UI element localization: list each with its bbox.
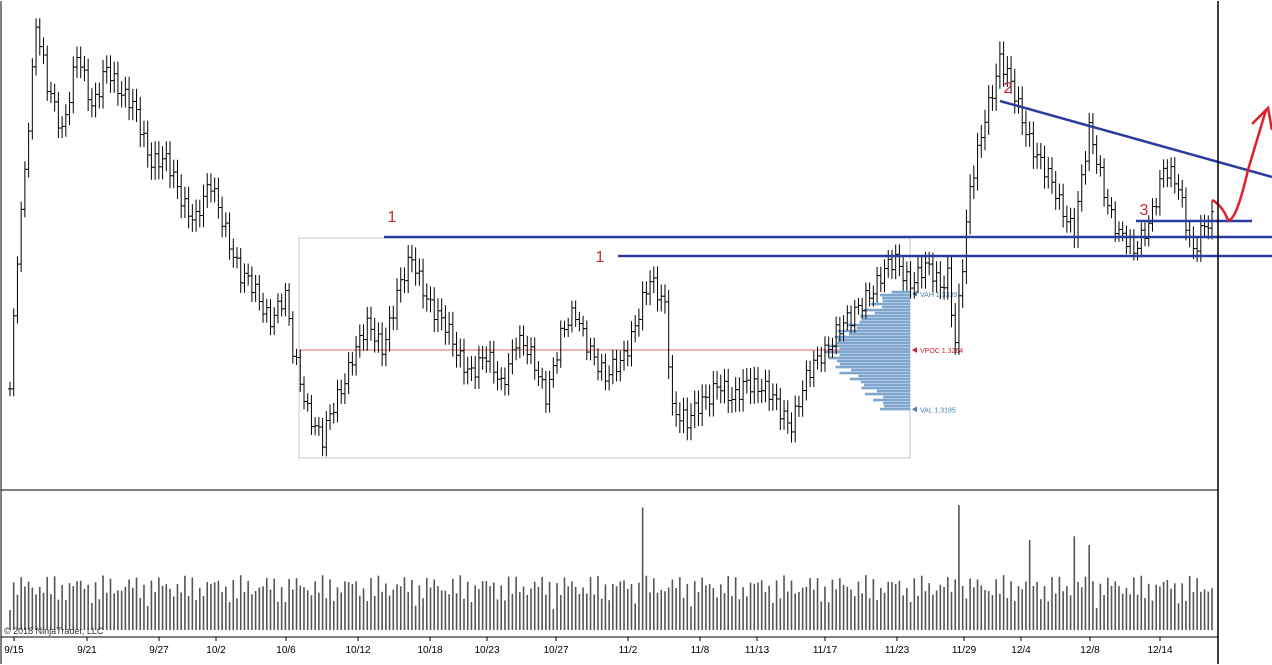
trendlines <box>384 99 1272 258</box>
val-label: VAL 1.3185 <box>920 407 956 414</box>
profile-bar <box>828 356 910 360</box>
profile-bar <box>882 299 910 303</box>
profile-bar <box>863 308 910 312</box>
x-tick-label: 10/2 <box>206 645 226 656</box>
profile-bar <box>839 371 910 375</box>
profile-bar <box>876 389 910 393</box>
profile-bar <box>851 368 910 372</box>
profile-bar <box>834 335 910 339</box>
profile-bar <box>883 404 910 408</box>
x-tick-label: 10/6 <box>276 645 296 656</box>
profile-bar <box>858 374 910 378</box>
profile-bar <box>879 293 910 297</box>
profile-bar <box>861 386 910 390</box>
annotation-label: 2 <box>1004 80 1013 97</box>
profile-bar <box>883 395 910 399</box>
annotations: 1 1 2 3 <box>388 80 1149 266</box>
profile-marker-icon <box>912 406 917 413</box>
descending-trendline <box>999 99 1272 179</box>
profile-bar <box>864 383 910 387</box>
x-tick-label: 10/27 <box>543 645 568 656</box>
x-tick-label: 10/18 <box>417 645 442 656</box>
profile-bar <box>860 314 910 318</box>
profile-bar <box>836 341 910 345</box>
profile-bar <box>837 329 910 333</box>
annotation-label: 3 <box>1140 202 1149 219</box>
profile-bar <box>835 365 910 369</box>
x-tick-label: 11/23 <box>885 645 910 656</box>
copyright-label: © 2018 NinjaTrader, LLC <box>4 626 104 636</box>
x-tick-label: 11/29 <box>952 645 977 656</box>
profile-bar <box>836 359 910 363</box>
profile-bar <box>839 347 910 351</box>
profile-bar <box>860 380 910 384</box>
annotation-label: 1 <box>388 209 397 226</box>
profile-marker-icon <box>912 347 917 353</box>
vpoc-label: VPOC 1.3264 <box>920 348 963 355</box>
x-tick-label: 10/12 <box>345 645 370 656</box>
projection-arrow <box>1211 109 1268 222</box>
volume-profile: VAH 1.3339 VPOC 1.3264 VAL 1.3185 <box>298 237 963 459</box>
profile-bar <box>882 305 910 309</box>
x-tick-label: 11/8 <box>691 645 710 656</box>
profile-bar <box>856 326 910 330</box>
x-tick-label: 12/14 <box>1147 645 1172 656</box>
date-axis: 9/15 9/21 9/27 10/2 10/6 10/12 10/18 10/23 10/27… <box>4 637 1173 656</box>
profile-bar <box>880 407 910 411</box>
profile-bar <box>873 398 910 402</box>
profile-bar <box>883 401 910 405</box>
price-bars <box>8 18 1214 457</box>
x-tick-label: 9/15 <box>4 645 24 656</box>
profile-bar <box>837 338 910 342</box>
profile-bar <box>882 296 910 300</box>
profile-bar <box>871 302 910 306</box>
x-tick-label: 11/2 <box>619 645 638 656</box>
x-tick-label: 9/21 <box>77 645 97 656</box>
profile-bar <box>859 320 910 324</box>
profile-bar <box>864 392 910 396</box>
arrow-head-icon <box>1251 105 1272 131</box>
profile-bar <box>874 311 910 315</box>
profile-bar <box>891 290 910 294</box>
profile-bar <box>839 362 910 366</box>
vah-label: VAH 1.3339 <box>920 292 957 299</box>
x-tick-label: 9/27 <box>149 645 169 656</box>
profile-bar <box>839 353 910 357</box>
volume-bars <box>9 505 1213 630</box>
x-tick-label: 11/17 <box>813 645 838 656</box>
x-tick-label: 12/4 <box>1011 645 1031 656</box>
profile-bar <box>827 344 910 348</box>
profile-bar <box>849 377 910 381</box>
profile-bar <box>824 350 910 354</box>
x-tick-label: 12/8 <box>1080 645 1100 656</box>
x-tick-label: 10/23 <box>474 645 499 656</box>
profile-bar <box>847 323 910 327</box>
x-tick-label: 11/13 <box>745 645 770 656</box>
profile-bar <box>849 332 910 336</box>
annotation-label: 1 <box>596 249 605 266</box>
profile-bar <box>861 317 910 321</box>
